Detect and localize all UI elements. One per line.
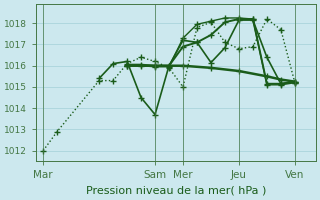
X-axis label: Pression niveau de la mer( hPa ): Pression niveau de la mer( hPa ) [86, 186, 266, 196]
